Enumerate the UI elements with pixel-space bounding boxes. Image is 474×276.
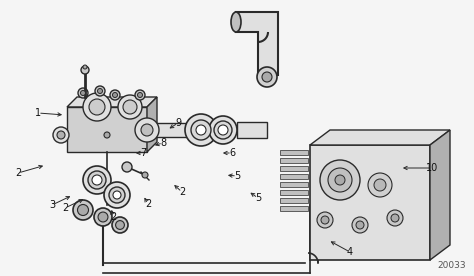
Circle shape xyxy=(122,162,132,172)
Circle shape xyxy=(78,88,88,98)
Text: 1: 1 xyxy=(35,108,41,118)
Circle shape xyxy=(374,179,386,191)
Text: 3: 3 xyxy=(49,200,55,210)
Bar xyxy=(310,145,430,260)
Circle shape xyxy=(185,114,217,146)
Circle shape xyxy=(118,95,142,119)
Circle shape xyxy=(356,221,364,229)
Circle shape xyxy=(335,175,345,185)
Circle shape xyxy=(98,89,102,94)
Circle shape xyxy=(257,67,277,87)
Circle shape xyxy=(262,72,272,82)
Ellipse shape xyxy=(231,12,241,32)
Circle shape xyxy=(94,208,112,226)
Text: 2: 2 xyxy=(62,203,68,213)
Circle shape xyxy=(387,210,403,226)
Text: 5: 5 xyxy=(234,171,240,181)
Circle shape xyxy=(135,90,145,100)
Circle shape xyxy=(328,168,352,192)
Circle shape xyxy=(142,172,148,178)
Circle shape xyxy=(209,116,237,144)
Bar xyxy=(280,150,308,155)
Circle shape xyxy=(116,221,124,229)
Text: 2: 2 xyxy=(145,199,151,209)
Bar xyxy=(67,107,147,152)
Circle shape xyxy=(317,212,333,228)
Circle shape xyxy=(88,171,106,189)
Bar xyxy=(280,198,308,203)
Circle shape xyxy=(109,187,125,203)
Circle shape xyxy=(191,120,211,140)
Circle shape xyxy=(95,86,105,96)
Circle shape xyxy=(104,132,110,138)
Circle shape xyxy=(320,160,360,200)
Text: 8: 8 xyxy=(160,138,166,148)
Bar xyxy=(280,182,308,187)
Text: 9: 9 xyxy=(175,118,181,128)
Circle shape xyxy=(113,191,121,199)
Bar xyxy=(280,166,308,171)
Polygon shape xyxy=(430,130,450,260)
Circle shape xyxy=(53,127,69,143)
Text: 2: 2 xyxy=(15,168,21,178)
Circle shape xyxy=(141,124,153,136)
Text: 2: 2 xyxy=(179,187,185,197)
Bar xyxy=(280,190,308,195)
Circle shape xyxy=(57,131,65,139)
Bar xyxy=(147,123,187,137)
Text: 6: 6 xyxy=(229,148,235,158)
Circle shape xyxy=(89,99,105,115)
Circle shape xyxy=(81,91,85,95)
Polygon shape xyxy=(67,97,157,107)
Circle shape xyxy=(73,200,93,220)
Text: 4: 4 xyxy=(347,247,353,257)
Circle shape xyxy=(218,125,228,135)
Circle shape xyxy=(214,121,232,139)
Circle shape xyxy=(98,212,108,222)
Text: 20033: 20033 xyxy=(438,261,466,270)
Circle shape xyxy=(104,182,130,208)
Text: 5: 5 xyxy=(255,193,261,203)
Circle shape xyxy=(135,118,159,142)
Polygon shape xyxy=(310,130,450,145)
Polygon shape xyxy=(236,12,278,75)
Circle shape xyxy=(81,66,89,74)
Circle shape xyxy=(78,205,89,216)
Circle shape xyxy=(123,100,137,114)
Circle shape xyxy=(83,65,87,69)
Circle shape xyxy=(112,217,128,233)
Circle shape xyxy=(112,92,118,97)
Circle shape xyxy=(321,216,329,224)
Bar xyxy=(237,122,267,138)
Bar xyxy=(280,158,308,163)
Bar xyxy=(280,206,308,211)
Circle shape xyxy=(110,90,120,100)
Circle shape xyxy=(196,125,206,135)
Text: 10: 10 xyxy=(426,163,438,173)
Circle shape xyxy=(368,173,392,197)
Circle shape xyxy=(137,92,143,97)
Circle shape xyxy=(83,93,111,121)
Text: 2: 2 xyxy=(110,212,116,222)
Polygon shape xyxy=(147,97,157,152)
Circle shape xyxy=(92,175,102,185)
Circle shape xyxy=(83,166,111,194)
Circle shape xyxy=(352,217,368,233)
Bar xyxy=(280,174,308,179)
Circle shape xyxy=(391,214,399,222)
Text: 7: 7 xyxy=(140,148,146,158)
